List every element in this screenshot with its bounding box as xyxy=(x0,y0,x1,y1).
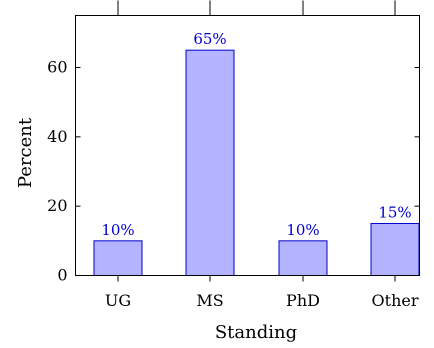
plot-area-frame xyxy=(75,15,420,276)
bar-other xyxy=(370,223,420,276)
data-label-phd: 10% xyxy=(286,221,319,239)
data-label-other: 15% xyxy=(378,204,411,222)
x-tick-label-ms: MS xyxy=(196,291,223,310)
ticks-layer xyxy=(75,0,420,282)
x-tick-label-other: Other xyxy=(372,291,419,310)
labels-layer: 10% UG 65% MS 10% PhD 15% Other 0 20 40 60 xyxy=(47,30,419,310)
data-label-ug: 10% xyxy=(101,221,134,239)
x-tick-label-phd: PhD xyxy=(286,291,320,310)
bars-layer xyxy=(93,49,420,276)
bar-ug xyxy=(93,240,143,276)
data-label-ms: 65% xyxy=(193,30,226,48)
y-axis-title: Percent xyxy=(15,117,36,188)
y-tick-label-40: 40 xyxy=(47,127,67,146)
y-tick-label-20: 20 xyxy=(47,196,67,215)
x-tick-label-ug: UG xyxy=(105,291,131,310)
x-axis-title: Standing xyxy=(215,322,297,343)
y-tick-label-60: 60 xyxy=(47,58,67,77)
bar-ms xyxy=(185,49,235,276)
y-tick-label-0: 0 xyxy=(57,266,67,285)
bar-phd xyxy=(278,240,328,276)
